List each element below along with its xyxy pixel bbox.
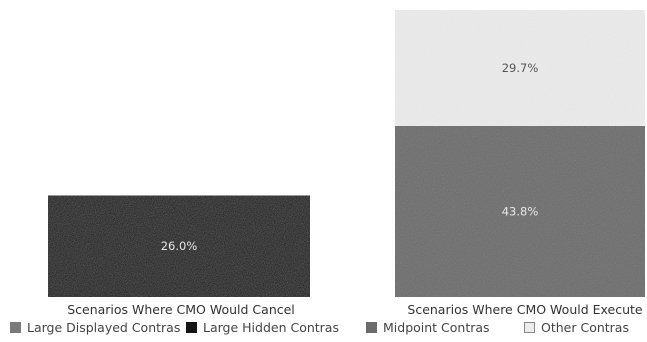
legend-item-large-displayed-contras: Large Displayed Contras xyxy=(10,320,180,335)
legend-label: Large Hidden Contras xyxy=(203,320,339,335)
bar-2-midpoint-contras xyxy=(395,125,645,297)
category-label-2: Scenarios Where CMO Would Execute xyxy=(407,302,643,317)
legend-item-midpoint-contras: Midpoint Contras xyxy=(366,320,490,335)
data-label-2-4: 29.7% xyxy=(502,61,539,75)
legend-label: Large Displayed Contras xyxy=(27,320,181,335)
data-label-2-3: 43.8% xyxy=(502,204,539,218)
bar-1-large-hidden-contras xyxy=(48,195,310,297)
legend-label: Midpoint Contras xyxy=(383,320,490,335)
bars-group xyxy=(48,10,645,297)
legend-item-large-hidden-contras: Large Hidden Contras xyxy=(186,320,339,335)
legend-swatch xyxy=(524,322,535,333)
legend-swatch xyxy=(10,322,21,333)
legend-item-other-contras: Other Contras xyxy=(524,320,629,335)
chart-canvas: 26.0% 43.8% 29.7% Scenarios Where CMO Woul… xyxy=(48,10,645,317)
bar-2-other-contras xyxy=(395,10,645,126)
legend-label: Other Contras xyxy=(541,320,629,335)
legend-swatch xyxy=(186,322,197,333)
legend: Large Displayed Contras Large Hidden Cont… xyxy=(0,320,647,340)
data-label-1-2: 26.0% xyxy=(161,239,198,253)
category-label-1: Scenarios Where CMO Would Cancel xyxy=(67,302,295,317)
legend-swatch xyxy=(366,322,377,333)
data-labels-group: 26.0% 43.8% 29.7% xyxy=(161,61,539,253)
category-labels-group: Scenarios Where CMO Would Cancel Scenario… xyxy=(67,302,643,317)
